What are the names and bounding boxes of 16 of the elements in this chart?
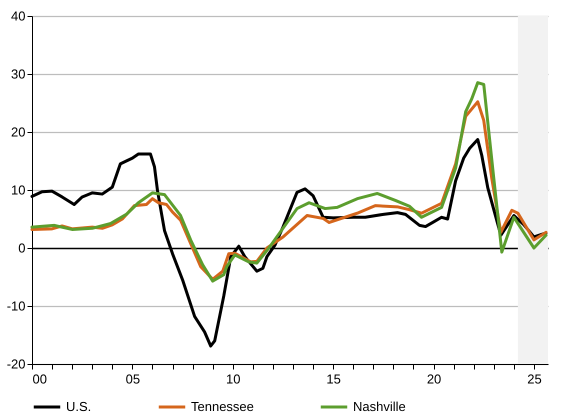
y-tick-label: 30 — [11, 66, 26, 82]
x-tick-label: 10 — [226, 372, 241, 386]
x-tick-label: 05 — [126, 372, 140, 386]
y-tick-label: 10 — [11, 182, 26, 198]
x-tick-label: 15 — [326, 372, 341, 386]
y-tick-label: -20 — [6, 356, 26, 372]
y-tick-label: -10 — [6, 298, 26, 314]
legend-label: Nashville — [353, 399, 406, 414]
x-tick-label: 25 — [527, 372, 542, 386]
x-tick-label: 20 — [426, 372, 442, 386]
legend-label: U.S. — [66, 399, 92, 414]
x-tick-label: 00 — [32, 372, 47, 386]
legend-label: Tennessee — [191, 399, 254, 414]
y-tick-label: 0 — [18, 240, 26, 256]
y-tick-label: 40 — [11, 8, 26, 24]
y-tick-label: 20 — [11, 124, 26, 140]
